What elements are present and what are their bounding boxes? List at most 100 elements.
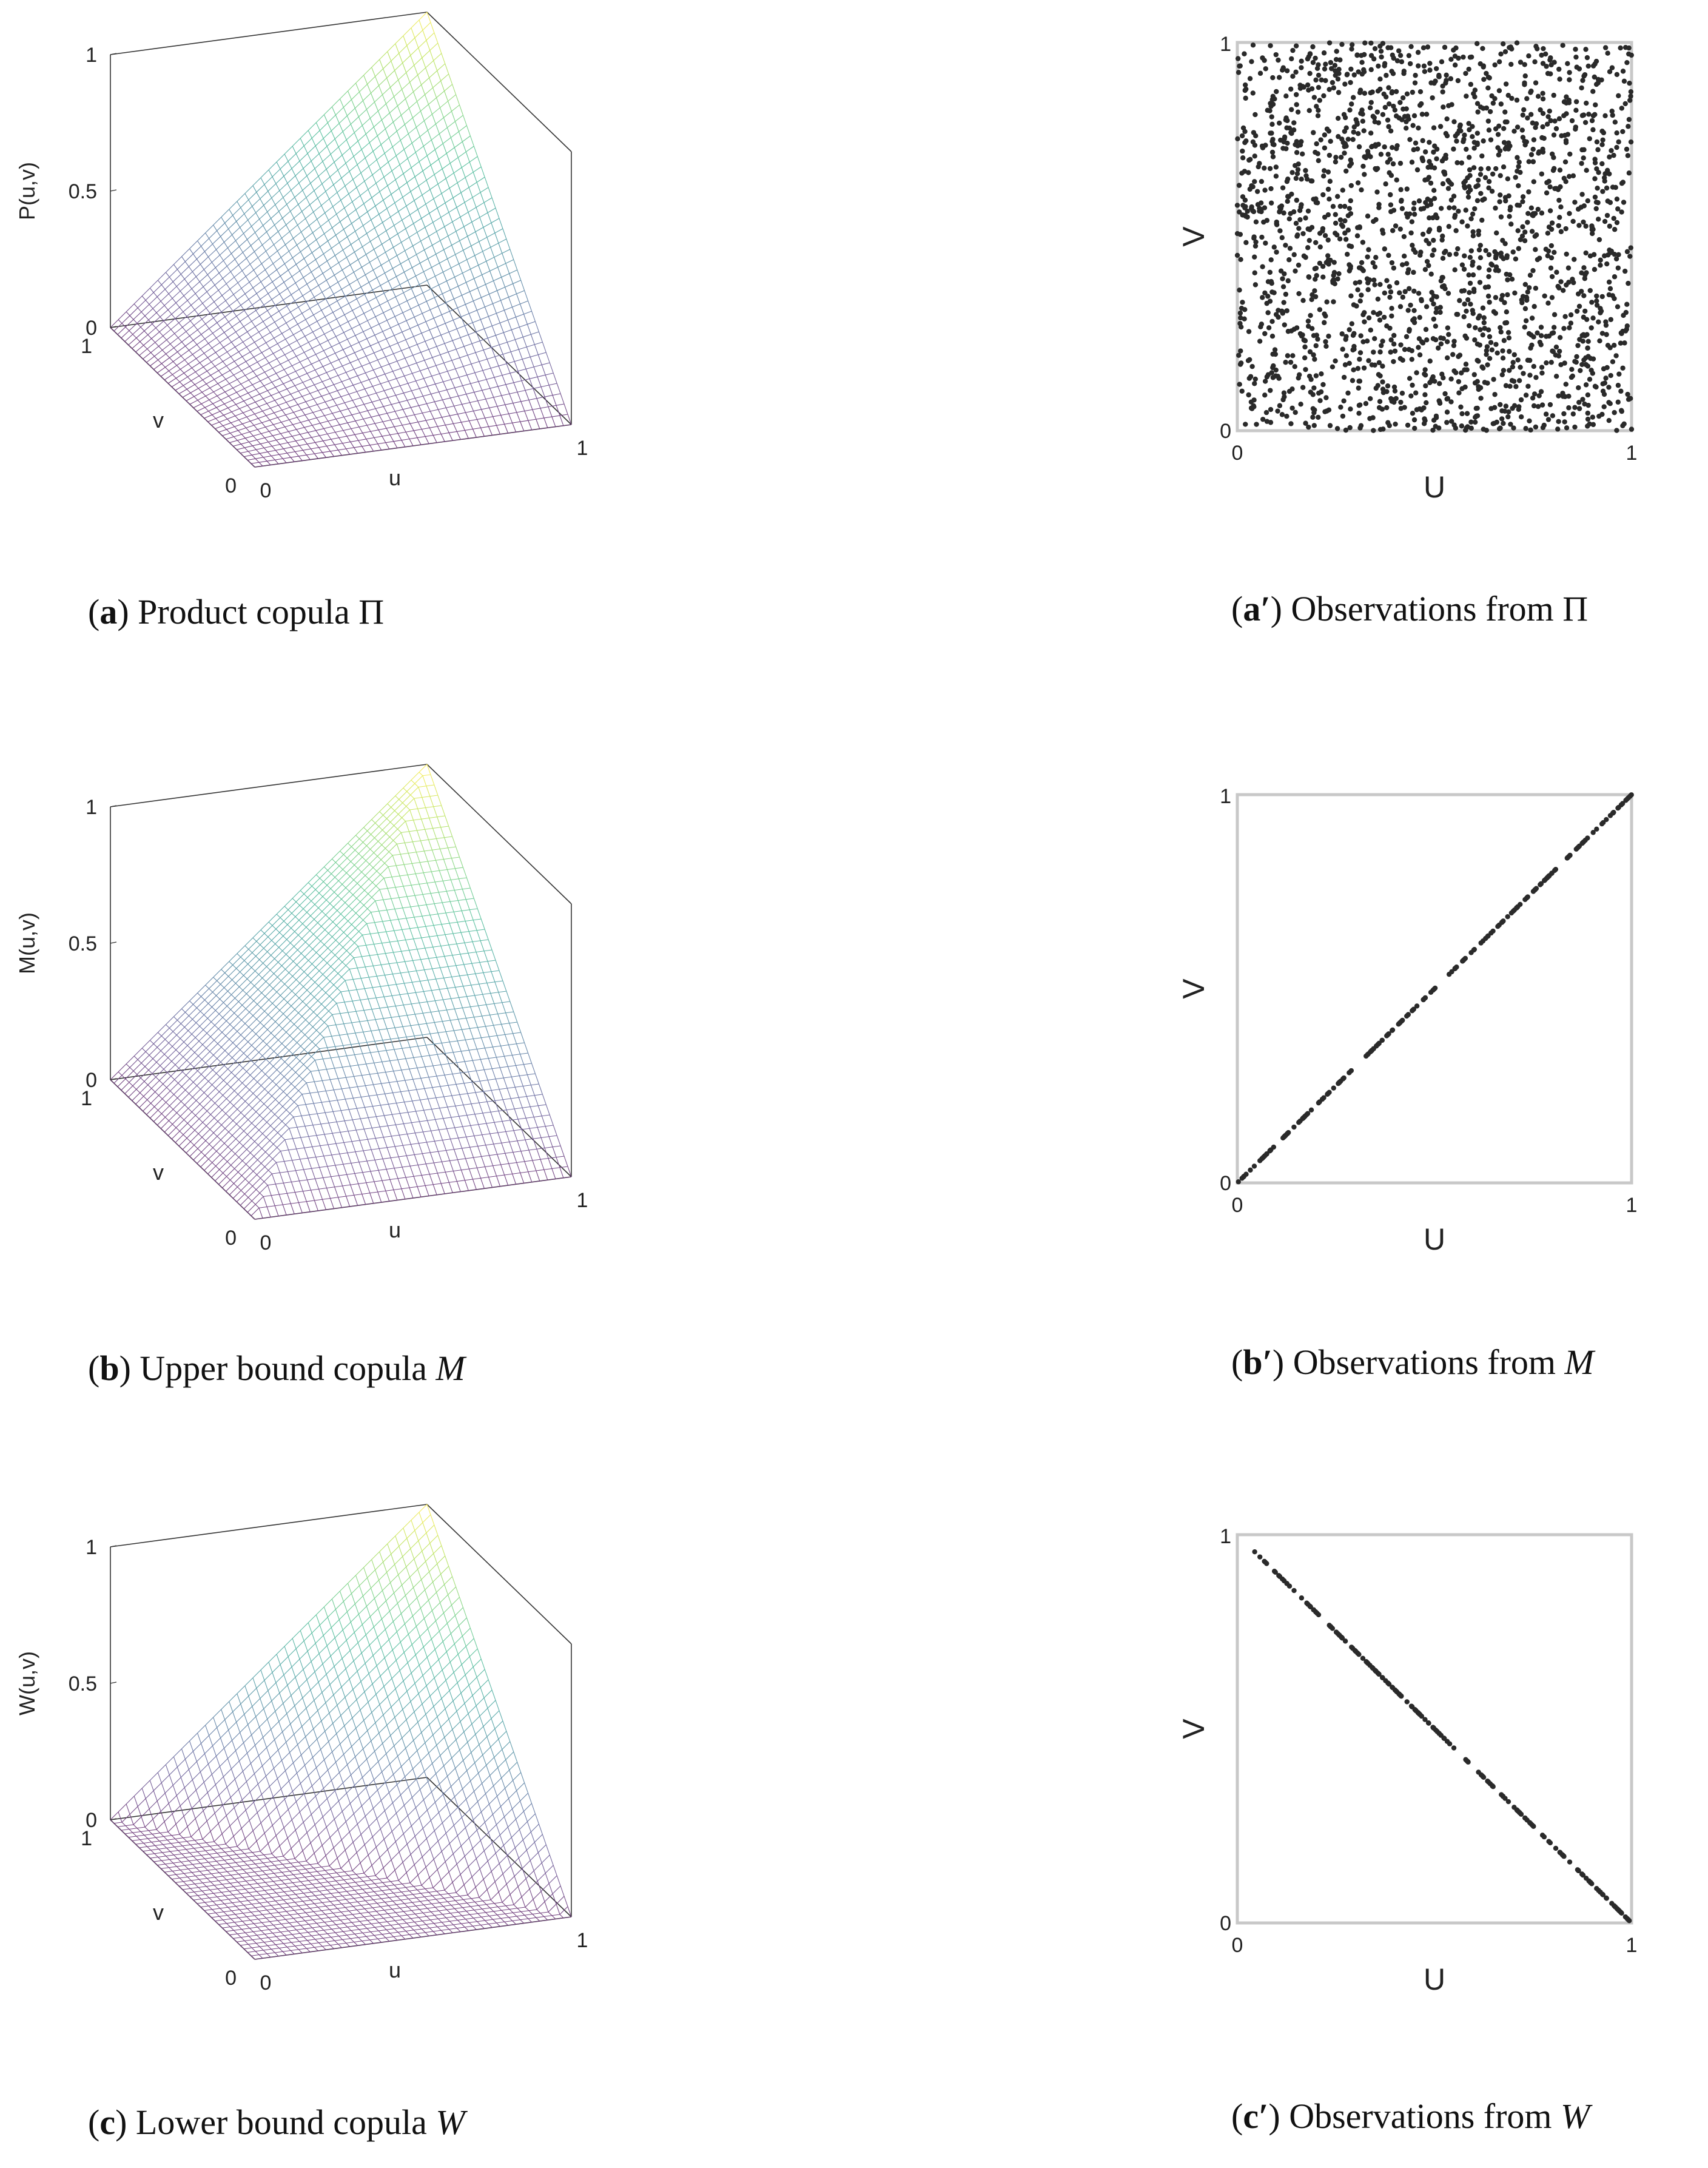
mesh-line <box>226 266 231 272</box>
mesh-line <box>147 328 156 335</box>
mesh-line <box>255 385 264 390</box>
data-point <box>1242 129 1248 134</box>
mesh-line <box>307 369 315 374</box>
mesh-line <box>390 217 395 226</box>
data-point <box>1279 412 1285 417</box>
mesh-line <box>408 127 417 134</box>
mesh-line <box>409 209 419 215</box>
mesh-line <box>331 242 340 249</box>
mesh-line <box>469 309 477 314</box>
mesh-line <box>149 280 158 289</box>
data-point <box>1411 147 1416 153</box>
mesh-line <box>496 309 505 314</box>
data-point <box>1531 179 1536 184</box>
mesh-line <box>389 342 398 347</box>
mesh-line <box>449 187 454 198</box>
data-point <box>1459 219 1465 224</box>
mesh-line <box>542 362 550 365</box>
mesh-line <box>357 274 366 280</box>
data-point <box>1444 409 1450 415</box>
data-point <box>1379 54 1384 60</box>
mesh-line <box>410 309 415 317</box>
mesh-line <box>375 408 380 416</box>
mesh-line <box>369 142 374 152</box>
mesh-line <box>252 445 257 450</box>
mesh-line <box>500 320 508 323</box>
mesh-line <box>215 260 224 268</box>
mesh-line <box>556 405 560 416</box>
mesh-line <box>334 155 343 163</box>
mesh-line <box>297 404 302 410</box>
data-point <box>1540 124 1545 130</box>
mesh-line <box>258 238 263 246</box>
mesh-line <box>544 397 549 407</box>
mesh-line <box>464 197 473 203</box>
mesh-line <box>342 249 347 258</box>
mesh-line <box>215 414 224 419</box>
z-tick-mark <box>110 326 117 328</box>
data-point <box>1252 376 1258 382</box>
mesh-line <box>195 276 200 282</box>
mesh-line <box>361 267 366 275</box>
mesh-line <box>229 209 234 216</box>
mesh-line <box>250 352 254 357</box>
data-point <box>1542 51 1548 57</box>
mesh-line <box>181 342 186 346</box>
data-point <box>1368 67 1374 73</box>
data-point <box>1626 45 1632 51</box>
data-point <box>1268 200 1274 206</box>
mesh-line <box>276 263 285 271</box>
mesh-line <box>146 355 155 363</box>
mesh-line <box>537 374 546 377</box>
mesh-line <box>455 366 464 369</box>
data-point <box>1237 287 1242 293</box>
mesh-line <box>349 284 354 292</box>
mesh-line <box>290 204 299 212</box>
data-point <box>1527 285 1532 291</box>
mesh-line <box>232 215 237 222</box>
mesh-line <box>426 32 435 41</box>
data-point <box>1310 292 1315 298</box>
box-edge <box>426 12 572 152</box>
mesh-line <box>331 424 340 427</box>
mesh-line <box>326 275 335 281</box>
data-point <box>1249 406 1255 411</box>
mesh-line <box>311 272 315 279</box>
mesh-line <box>508 431 516 434</box>
data-point <box>1292 364 1297 369</box>
data-point <box>1579 161 1584 166</box>
data-point <box>1394 58 1400 64</box>
mesh-line <box>274 338 278 344</box>
mesh-line <box>326 260 331 269</box>
mesh-line <box>293 409 302 413</box>
data-point <box>1545 248 1552 254</box>
mesh-line <box>190 305 195 311</box>
mesh-line <box>413 92 418 102</box>
data-point <box>1467 255 1473 260</box>
mesh-line <box>304 412 314 416</box>
data-point <box>1510 360 1516 365</box>
mesh-line <box>206 308 210 314</box>
mesh-line <box>164 298 173 306</box>
mesh-line <box>211 262 216 268</box>
mesh-line <box>324 316 329 324</box>
mesh-line <box>289 419 294 425</box>
mesh-line <box>516 430 524 433</box>
mesh-line <box>443 363 448 372</box>
mesh-line <box>271 454 280 457</box>
mesh-line <box>356 187 361 196</box>
mesh-line <box>337 300 341 308</box>
mesh-line <box>504 422 513 425</box>
mesh-line <box>503 332 508 343</box>
mesh-line <box>360 382 365 389</box>
mesh-line <box>382 436 386 443</box>
mesh-line <box>205 224 214 234</box>
mesh-line <box>437 426 442 434</box>
mesh-line <box>460 212 469 218</box>
data-point <box>1431 187 1437 194</box>
data-point <box>1576 303 1582 309</box>
data-point <box>1455 246 1461 252</box>
mesh-line <box>340 303 349 308</box>
mesh-line <box>271 395 275 401</box>
